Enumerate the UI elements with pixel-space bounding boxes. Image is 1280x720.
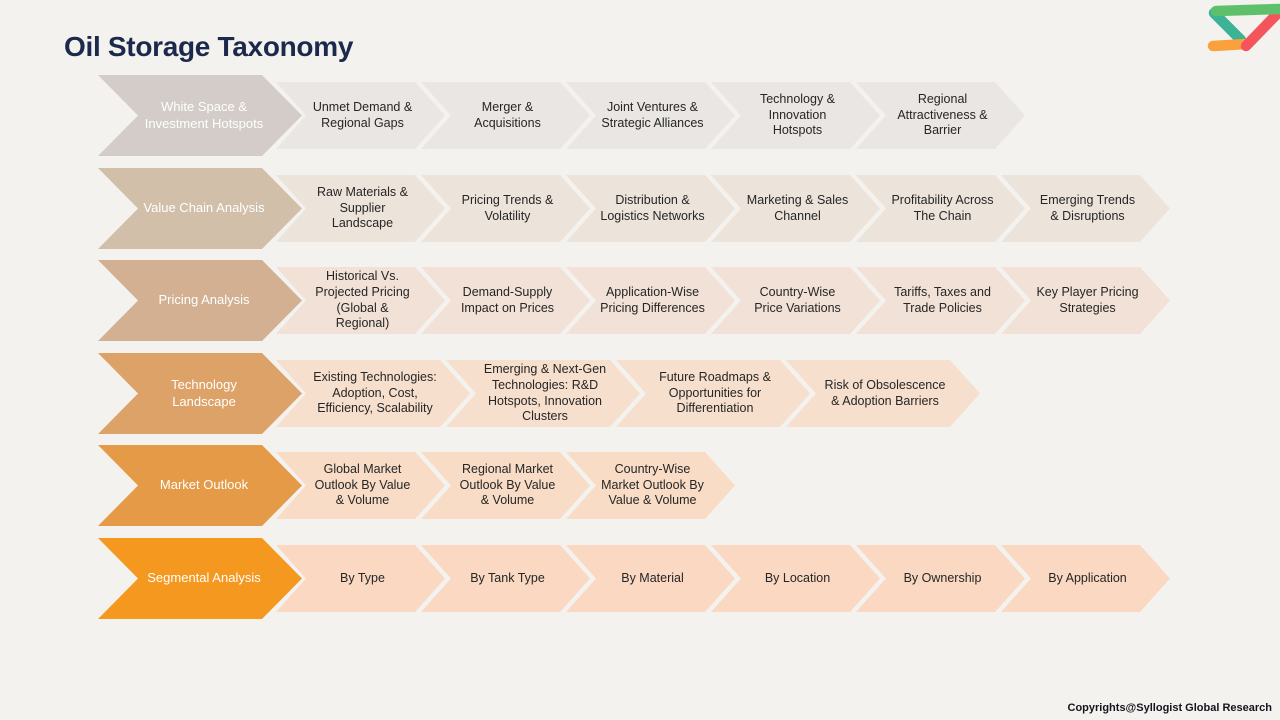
taxonomy-item-chevron: Future Roadmaps & Opportunities for Diff… (616, 360, 810, 427)
taxonomy-item-chevron: Risk of Obsolescence & Adoption Barriers (786, 360, 980, 427)
taxonomy-item-chevron: Profitability Across The Chain (856, 175, 1025, 242)
row-label-arrow: Segmental Analysis (98, 538, 302, 619)
logo-teal-bar-icon (1208, 7, 1247, 46)
logo-red-bar-icon (1240, 8, 1280, 52)
row-label-arrow: Technology Landscape (98, 353, 302, 434)
taxonomy-item-chevron: By Ownership (856, 545, 1025, 612)
taxonomy-item-chevron: Demand-Supply Impact on Prices (421, 267, 590, 334)
taxonomy-item-chevron: Tariffs, Taxes and Trade Policies (856, 267, 1025, 334)
taxonomy-item-chevron: Emerging Trends & Disruptions (1001, 175, 1170, 242)
taxonomy-item-chevron: By Tank Type (421, 545, 590, 612)
taxonomy-item-chevron: Marketing & Sales Channel (711, 175, 880, 242)
taxonomy-item-chevron: Country-Wise Market Outlook By Value & V… (566, 452, 735, 519)
taxonomy-item-chevron: Pricing Trends & Volatility (421, 175, 590, 242)
taxonomy-item-chevron: Merger & Acquisitions (421, 82, 590, 149)
taxonomy-item-chevron: Key Player Pricing Strategies (1001, 267, 1170, 334)
row-label-arrow: Pricing Analysis (98, 260, 302, 341)
taxonomy-item-chevron: Technology & Innovation Hotspots (711, 82, 880, 149)
row-label-arrow: Value Chain Analysis (98, 168, 302, 249)
taxonomy-item-chevron: By Application (1001, 545, 1170, 612)
taxonomy-item-chevron: Distribution & Logistics Networks (566, 175, 735, 242)
row-label-arrow: Market Outlook (98, 445, 302, 526)
taxonomy-item-chevron: Application-Wise Pricing Differences (566, 267, 735, 334)
taxonomy-item-chevron: Emerging & Next-Gen Technologies: R&D Ho… (446, 360, 640, 427)
taxonomy-item-chevron: Country-Wise Price Variations (711, 267, 880, 334)
taxonomy-item-chevron: Regional Market Outlook By Value & Volum… (421, 452, 590, 519)
taxonomy-item-chevron: Joint Ventures & Strategic Alliances (566, 82, 735, 149)
syllogist-logo (1207, 3, 1280, 52)
taxonomy-item-chevron: Regional Attractiveness & Barrier (856, 82, 1025, 149)
copyright-text: Copyrights@Syllogist Global Research (1067, 702, 1273, 714)
taxonomy-item-chevron: Existing Technologies: Adoption, Cost, E… (276, 360, 470, 427)
logo-green-bar-icon (1210, 3, 1280, 17)
taxonomy-item-chevron: By Location (711, 545, 880, 612)
taxonomy-item-chevron: By Material (566, 545, 735, 612)
page-title: Oil Storage Taxonomy (64, 30, 354, 62)
row-label-arrow: White Space & Investment Hotspots (98, 75, 302, 156)
taxonomy-item-chevron: Unmet Demand & Regional Gaps (276, 82, 445, 149)
